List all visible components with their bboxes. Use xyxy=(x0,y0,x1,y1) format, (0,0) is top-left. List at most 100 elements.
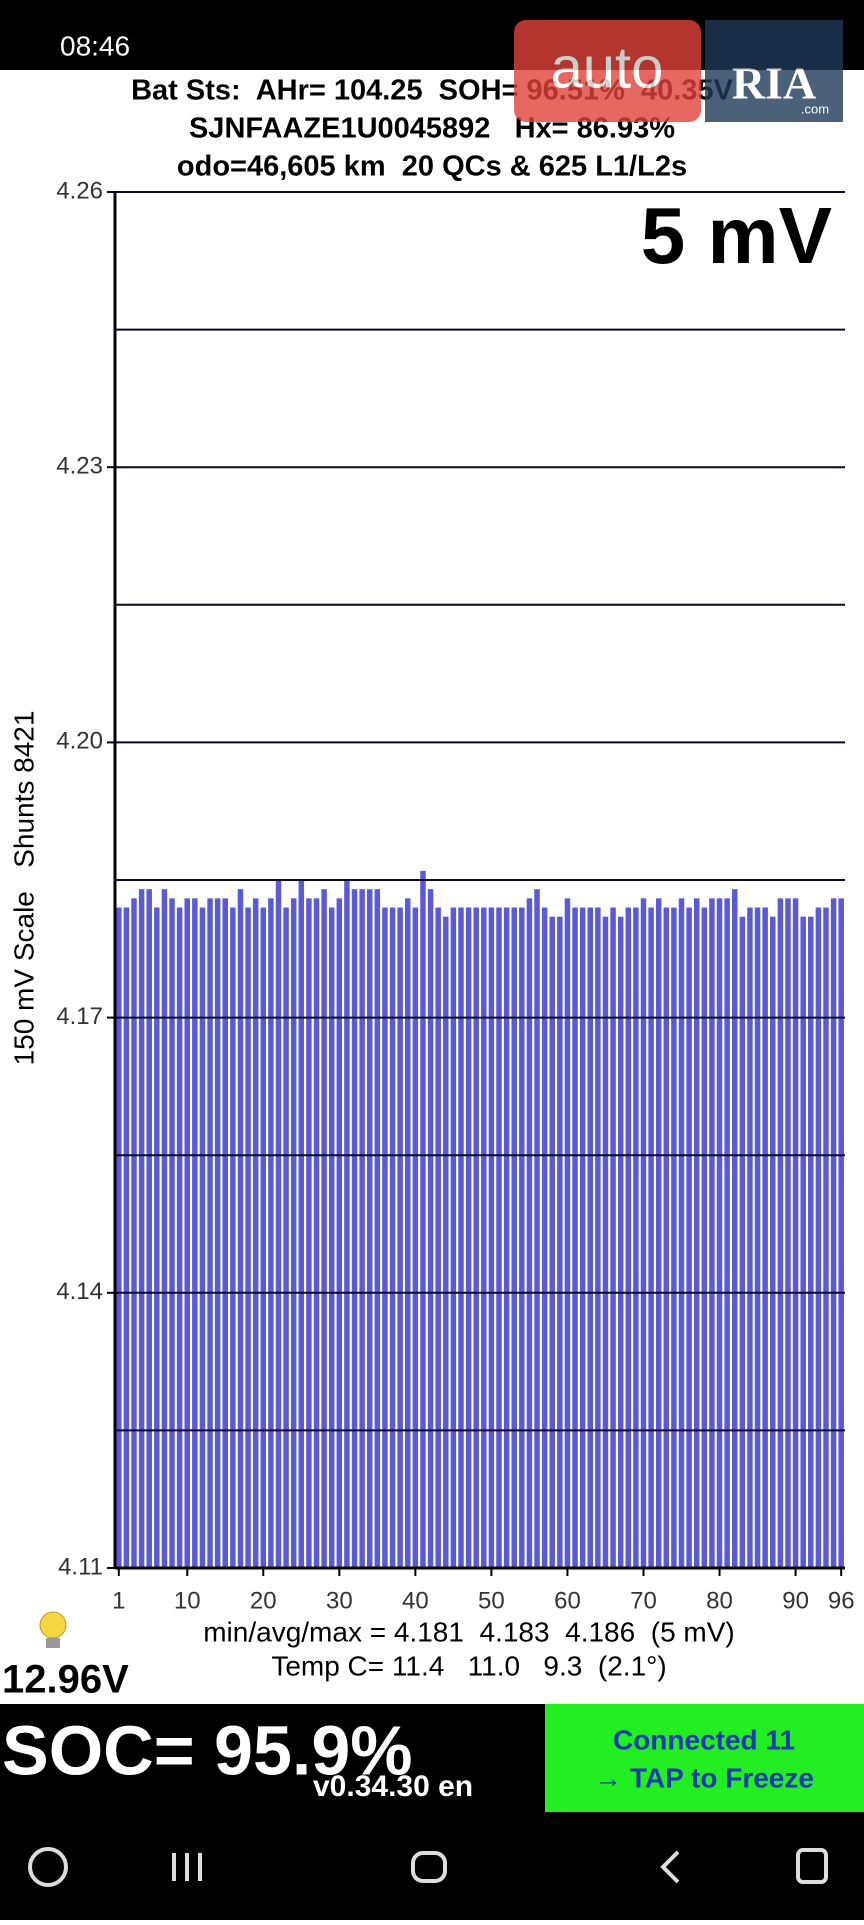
bar xyxy=(252,898,259,1568)
bar xyxy=(610,907,616,1568)
watermark: auto RIA .com xyxy=(514,20,843,122)
bar xyxy=(481,907,487,1568)
bar xyxy=(823,907,829,1568)
bar xyxy=(526,898,533,1568)
bar xyxy=(374,889,381,1568)
x-tick-label: 60 xyxy=(554,1587,581,1614)
soc: SOC= 95.9% xyxy=(2,1711,413,1789)
nav-icon[interactable] xyxy=(796,1848,828,1884)
bulb xyxy=(39,1611,67,1639)
x-tick-label: 1 xyxy=(112,1587,125,1614)
bar xyxy=(754,907,761,1568)
bar xyxy=(595,907,601,1568)
bar xyxy=(405,898,411,1568)
bar xyxy=(214,898,221,1568)
bar xyxy=(511,907,517,1568)
bar xyxy=(450,907,457,1568)
bar xyxy=(671,907,677,1568)
bar xyxy=(420,870,426,1568)
bar xyxy=(306,898,312,1568)
bar xyxy=(207,898,213,1568)
button-text[interactable]: Connected 11 xyxy=(613,1724,795,1755)
bar xyxy=(473,907,479,1568)
bar xyxy=(351,889,358,1568)
bar xyxy=(131,898,137,1568)
x-tick-label: 30 xyxy=(326,1587,353,1614)
bar xyxy=(747,907,753,1568)
bar xyxy=(154,907,160,1568)
bar xyxy=(298,880,305,1568)
bar xyxy=(602,916,609,1568)
bar xyxy=(496,907,502,1568)
stats-line: min/avg/max = 4.181 4.183 4.186 (5 mV) xyxy=(203,1616,735,1647)
bar xyxy=(458,907,464,1568)
bar xyxy=(488,907,495,1568)
bar xyxy=(777,898,784,1568)
bar xyxy=(633,907,639,1568)
bar xyxy=(617,916,624,1568)
nav-back[interactable] xyxy=(660,1850,680,1884)
watermark-text: .com xyxy=(801,101,829,116)
header-line: odo=46,605 km 20 QCs & 625 L1/L2s xyxy=(177,151,687,183)
bar xyxy=(176,907,183,1568)
bar xyxy=(808,916,814,1568)
x-tick-label: 10 xyxy=(174,1587,201,1614)
bar xyxy=(283,907,289,1568)
bar xyxy=(663,907,670,1568)
bar xyxy=(693,898,700,1568)
bar xyxy=(709,898,715,1568)
bar xyxy=(192,898,198,1568)
x-tick-label: 96 xyxy=(828,1587,855,1614)
bar xyxy=(321,889,327,1568)
bar xyxy=(382,907,388,1568)
watermark-text: auto xyxy=(551,35,664,100)
bar xyxy=(344,880,350,1568)
bar xyxy=(579,907,586,1568)
bar xyxy=(367,889,373,1568)
nav-icon[interactable] xyxy=(28,1847,68,1887)
bar xyxy=(716,898,723,1568)
bar xyxy=(686,907,692,1568)
y-tick-label: 4.11 xyxy=(58,1553,103,1580)
bar xyxy=(268,898,274,1568)
y-tick-label: 4.23 xyxy=(56,453,103,480)
bar xyxy=(389,907,396,1568)
x-tick-label: 90 xyxy=(782,1587,809,1614)
bulb-icon xyxy=(39,1611,67,1648)
bar xyxy=(534,889,540,1568)
bar xyxy=(678,898,685,1568)
bulb-base xyxy=(46,1638,60,1648)
bar xyxy=(815,907,822,1568)
scale-label: 5 mV xyxy=(641,191,832,280)
bar xyxy=(199,907,206,1568)
nav-recent[interactable] xyxy=(172,1853,202,1881)
bar xyxy=(245,907,251,1568)
x-tick-label: 70 xyxy=(630,1587,657,1614)
button-text[interactable]: → TAP to Freeze xyxy=(594,1762,814,1793)
bar xyxy=(427,889,434,1568)
bar xyxy=(169,898,175,1568)
x-tick-label: 40 xyxy=(402,1587,429,1614)
bar xyxy=(237,889,244,1568)
clock: 08:46 xyxy=(60,30,130,61)
bar xyxy=(762,907,768,1568)
bar xyxy=(336,898,343,1568)
bar xyxy=(701,907,708,1568)
watermark-text: RIA xyxy=(732,58,816,109)
bar xyxy=(313,898,320,1568)
bar xyxy=(222,898,228,1568)
bar xyxy=(792,898,799,1568)
bar xyxy=(275,880,282,1568)
y-tick-label: 4.20 xyxy=(56,728,103,755)
bar xyxy=(435,907,441,1568)
bar xyxy=(443,916,449,1568)
bar xyxy=(732,889,738,1568)
bar xyxy=(260,907,267,1568)
version: v0.34.30 en xyxy=(313,1770,473,1803)
nav-home[interactable] xyxy=(411,1851,447,1883)
bar xyxy=(138,889,145,1568)
bar xyxy=(640,898,647,1568)
bar xyxy=(557,916,563,1568)
bar xyxy=(123,907,130,1568)
